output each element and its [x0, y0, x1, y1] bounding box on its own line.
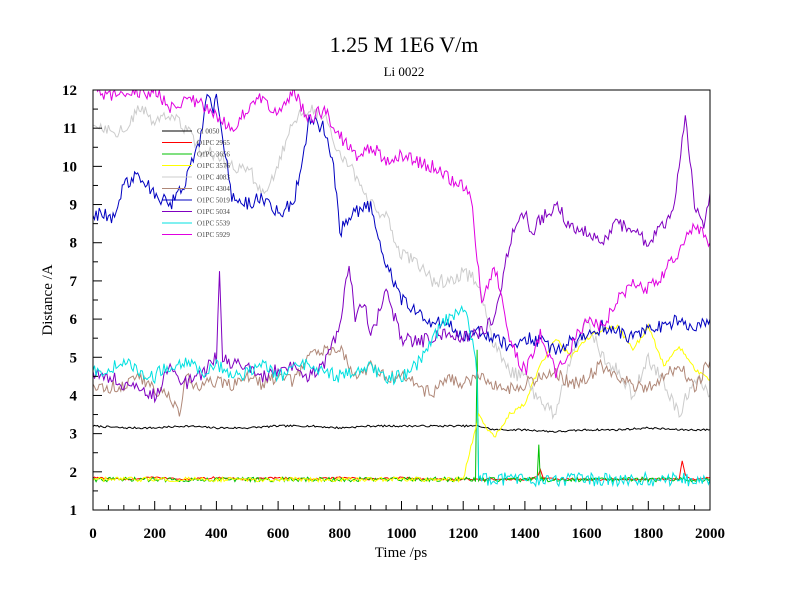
y-tick-label: 11 — [63, 121, 77, 137]
y-tick-label: 3 — [70, 427, 78, 443]
y-tick-label: 4 — [70, 388, 78, 404]
legend-label: O1PC 4304 — [197, 185, 230, 193]
x-axis-label: Time /ps — [375, 545, 428, 561]
series-line-cl-0050 — [93, 424, 710, 433]
y-tick-label: 9 — [70, 198, 78, 214]
y-tick-label: 8 — [70, 236, 78, 252]
series-layer — [93, 90, 710, 488]
series-line-o1pc-5539 — [93, 304, 710, 488]
y-tick-label: 7 — [70, 274, 78, 290]
y-tick-label: 5 — [70, 350, 78, 366]
x-tick-label: 1800 — [633, 526, 663, 542]
series-line-o1pc-5929 — [96, 90, 710, 379]
y-tick-label: 6 — [70, 312, 78, 328]
legend-label: O1PC 3576 — [197, 162, 230, 170]
x-tick-label: 1600 — [572, 526, 602, 542]
legend: Cl 0050 O1PC 2965 O1PC 3656 O1PC 3576 O1PC 4… — [162, 128, 230, 239]
series-line-o1pc-5019 — [93, 93, 710, 355]
legend-label: O1PC 5034 — [197, 208, 230, 216]
y-tick-label: 12 — [62, 83, 77, 99]
y-tick-label: 1 — [70, 503, 78, 519]
series-line-o1pc-4083 — [93, 104, 710, 420]
chart-title: 1.25 M 1E6 V/m — [330, 32, 479, 57]
legend-label: O1PC 5539 — [197, 220, 230, 228]
legend-label: O1PC 3656 — [197, 151, 230, 159]
series-line-o1pc-3656 — [93, 349, 710, 483]
legend-label: Cl 0050 — [197, 128, 220, 136]
ticks-layer: 0 200 400 600 800 1000 1200 1400 1600 1800 2000123… — [62, 83, 725, 542]
x-tick-label: 0 — [89, 526, 97, 542]
x-tick-label: 800 — [329, 526, 352, 542]
chart-subtitle: Li 0022 — [384, 64, 425, 79]
x-tick-label: 200 — [143, 526, 166, 542]
x-tick-label: 1400 — [510, 526, 540, 542]
y-tick-label: 2 — [70, 465, 78, 481]
x-tick-label: 400 — [205, 526, 228, 542]
legend-label: O1PC 5019 — [197, 197, 230, 205]
legend-label: O1PC 4083 — [197, 174, 230, 182]
series-line-o1pc-4304 — [93, 344, 710, 417]
x-tick-label: 2000 — [695, 526, 725, 542]
y-axis-label: Distance /A — [40, 264, 56, 335]
x-tick-label: 1000 — [387, 526, 417, 542]
legend-label: O1PC 5929 — [197, 231, 230, 239]
series-line-o1pc-5034 — [93, 115, 710, 404]
y-tick-label: 10 — [62, 159, 77, 175]
x-tick-label: 1200 — [448, 526, 478, 542]
series-line-o1pc-3576 — [93, 322, 710, 483]
legend-label: O1PC 2965 — [197, 139, 230, 147]
x-tick-label: 600 — [267, 526, 290, 542]
